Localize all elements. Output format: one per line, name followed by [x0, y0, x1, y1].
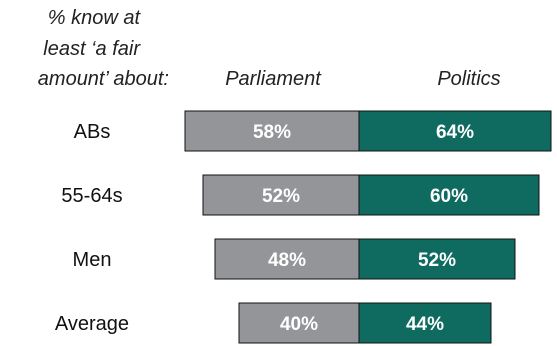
chart-row-abs: ABs 58% 64% [74, 110, 552, 152]
bar-label-parliament-abs: 58% [253, 122, 291, 143]
bar-label-politics-men: 52% [418, 250, 456, 271]
row-label-title-line-2: least ‘a fair [43, 38, 141, 60]
parliament-header: Parliament [225, 68, 322, 90]
bar-politics-55-64s [358, 174, 540, 216]
header-group: % know at least ‘a fair amount’ about: P… [38, 7, 501, 90]
bar-politics-men [358, 238, 516, 280]
bar-label-politics-abs: 64% [436, 122, 474, 143]
rows-group: ABs 58% 64% 55-64s 52% 60% Men 48% 52% Average 40%… [55, 110, 552, 344]
category-label-men: Men [73, 249, 112, 271]
bar-label-parliament-men: 48% [268, 250, 306, 271]
category-label-55-64s: 55-64s [61, 185, 122, 207]
bar-politics-abs [358, 110, 552, 152]
chart-row-men: Men 48% 52% [73, 238, 516, 280]
bar-parliament-men [214, 238, 360, 280]
bar-parliament-average [238, 302, 360, 344]
chart-row-55-64s: 55-64s 52% 60% [61, 174, 540, 216]
bar-label-parliament-average: 40% [280, 314, 318, 335]
bar-parliament-abs [184, 110, 360, 152]
bar-label-parliament-55-64s: 52% [262, 186, 300, 207]
chart-row-average: Average 40% 44% [55, 302, 492, 344]
category-label-average: Average [55, 313, 129, 335]
politics-header: Politics [437, 68, 500, 90]
row-label-title-line-3: amount’ about: [38, 68, 169, 90]
bar-label-politics-average: 44% [406, 314, 444, 335]
bar-label-politics-55-64s: 60% [430, 186, 468, 207]
bar-politics-average [358, 302, 492, 344]
row-label-title-line-1: % know at [48, 7, 142, 29]
bar-parliament-55-64s [202, 174, 360, 216]
category-label-abs: ABs [74, 121, 111, 143]
